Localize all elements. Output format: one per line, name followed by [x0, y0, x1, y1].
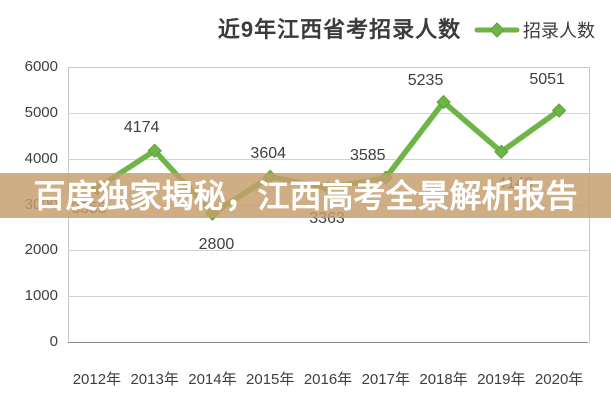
y-tick-label: 1000: [24, 287, 58, 305]
y-tick-label: 5000: [24, 103, 58, 121]
gridline: [68, 112, 588, 114]
gridline: [68, 296, 588, 298]
chart-title: 近9年江西省考招录人数: [217, 17, 462, 42]
x-axis-line: [68, 342, 588, 343]
data-point-marker: [147, 143, 162, 158]
data-point-marker: [551, 103, 567, 118]
x-tick-label: 2019年: [477, 371, 526, 388]
data-label: 5051: [529, 71, 565, 89]
x-tick-label: 2020年: [534, 371, 584, 388]
x-tick-label: 2015年: [246, 371, 295, 388]
overlay-banner: 百度独家揭秘，江西高考全景解析报告: [0, 173, 611, 218]
data-label: 3585: [349, 146, 386, 164]
legend: 招录人数: [474, 17, 595, 43]
data-point-marker: [436, 94, 451, 110]
y-tick-label: 2000: [24, 241, 58, 259]
x-tick-label: 2012年: [72, 371, 122, 388]
gridline: [68, 250, 588, 252]
data-label: 2800: [198, 235, 235, 253]
overlay-banner-text: 百度独家揭秘，江西高考全景解析报告: [33, 177, 578, 214]
x-tick-label: 2013年: [130, 371, 179, 388]
data-label: 3604: [250, 144, 287, 162]
legend-line-diamond-icon: [474, 22, 520, 38]
y-tick-label: 0: [49, 333, 58, 350]
x-tick-label: 2014年: [188, 371, 237, 388]
x-tick-label: 2016年: [303, 371, 353, 388]
data-label: 5235: [407, 72, 444, 90]
data-label: 4174: [123, 118, 160, 136]
legend-label: 招录人数: [523, 21, 595, 41]
gridline: [68, 158, 588, 160]
x-tick-label: 2018年: [419, 371, 468, 388]
data-point-marker: [494, 144, 509, 160]
x-tick-label: 2017年: [361, 371, 410, 388]
y-tick-label: 6000: [24, 58, 58, 75]
y-tick-label: 4000: [24, 149, 58, 167]
